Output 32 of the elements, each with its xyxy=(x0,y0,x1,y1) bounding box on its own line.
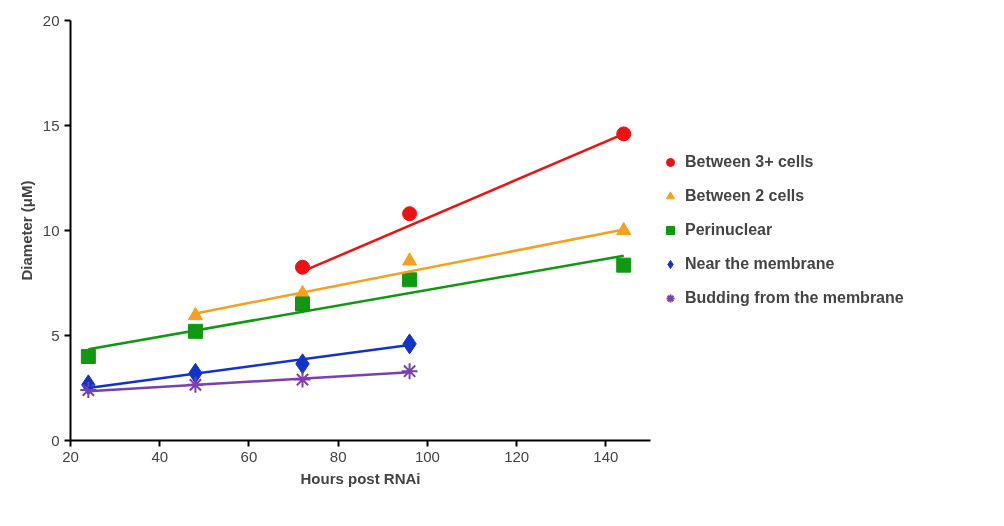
point xyxy=(79,381,98,400)
point xyxy=(80,349,96,364)
x-axis-title: Hours post RNAi xyxy=(300,469,421,487)
y-tick-label: 20 xyxy=(42,11,60,29)
y-tick-label: 0 xyxy=(51,431,60,449)
point xyxy=(187,306,203,321)
x-tick-label: 40 xyxy=(151,447,169,465)
point xyxy=(293,370,312,389)
y-tick-label: 10 xyxy=(42,221,60,239)
x-tick-label: 140 xyxy=(593,447,619,465)
x-tick-label: 20 xyxy=(62,447,79,465)
legend-label: Between 3+ cells xyxy=(685,153,814,171)
y-tick-label: 15 xyxy=(42,116,60,134)
x-tick-label: 80 xyxy=(329,447,347,465)
x-tick-label: 120 xyxy=(504,447,530,465)
point xyxy=(400,362,419,381)
point xyxy=(616,257,632,273)
y-axis-title: Diameter (μM) xyxy=(17,180,35,281)
point xyxy=(295,259,310,275)
legend-label: Budding from the membrane xyxy=(685,289,904,307)
point xyxy=(616,221,632,236)
legend-label: Perinuclear xyxy=(685,221,773,239)
point xyxy=(616,126,632,142)
point xyxy=(402,272,418,288)
point xyxy=(402,252,418,266)
x-tick-label: 60 xyxy=(240,447,258,465)
legend-label: Near the membrane xyxy=(685,255,835,273)
point xyxy=(295,296,310,312)
point xyxy=(402,206,418,222)
x-tick-label: 100 xyxy=(414,447,440,465)
y-tick-label: 5 xyxy=(51,326,60,344)
legend-label: Between 2 cells xyxy=(685,187,805,205)
